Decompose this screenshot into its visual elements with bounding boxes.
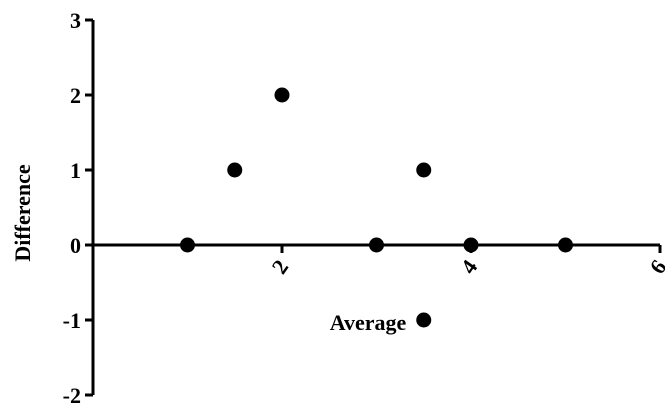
data-point (369, 237, 384, 253)
x-tick-label: 4 (455, 255, 482, 278)
y-tick-label: -1 (63, 308, 81, 333)
y-tick-label: 0 (70, 233, 81, 258)
y-tick-label: 2 (70, 83, 81, 108)
axes (91, 20, 660, 395)
data-point (416, 162, 432, 178)
data-point (558, 237, 573, 253)
data-point (416, 312, 432, 328)
x-tick-label: 2 (266, 255, 293, 278)
y-ticks: 3 2 1 0 -1 -2 (63, 8, 93, 408)
x-tick-label: 6 (644, 255, 665, 278)
y-tick-label: 1 (70, 158, 81, 183)
data-point (274, 87, 290, 103)
y-tick-label: -2 (63, 383, 81, 408)
data-point (463, 237, 479, 253)
y-axis-title: Difference (10, 164, 35, 262)
y-tick-label: 3 (70, 8, 81, 33)
data-points (180, 87, 573, 328)
x-axis-title: Average (330, 310, 407, 335)
data-point (180, 237, 195, 253)
data-point (227, 162, 243, 178)
